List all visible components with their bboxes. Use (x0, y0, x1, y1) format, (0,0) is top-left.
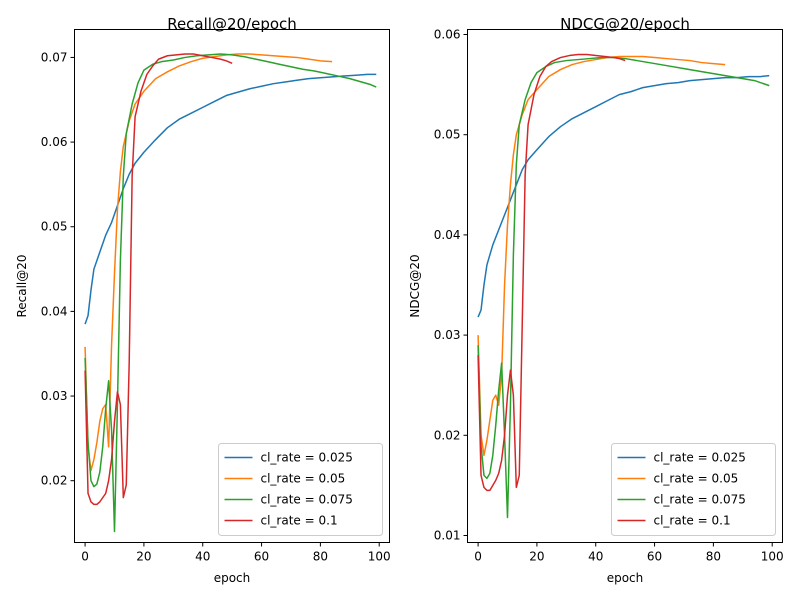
x-tick-label: 60 (254, 550, 269, 564)
x-axis-label: epoch (214, 571, 251, 585)
y-ticks: 0.01 0.02 0.03 0.04 0.05 0.06 (434, 28, 468, 542)
x-tick-label: 80 (313, 550, 328, 564)
y-axis-label: NDCG@20 (408, 254, 422, 317)
x-tick-label: 20 (529, 550, 544, 564)
series-layer (84, 53, 377, 533)
legend-label: cl_rate = 0.05 (261, 472, 346, 486)
x-tick-label: 0 (474, 550, 482, 564)
x-axis-label: epoch (607, 571, 644, 585)
y-tick-label: 0.07 (41, 50, 68, 64)
x-tick-label: 60 (647, 550, 662, 564)
series-layer (477, 53, 770, 519)
series-line-2 (84, 53, 333, 472)
chart-title: Recall@20/epoch (167, 15, 297, 33)
chart-title: NDCG@20/epoch (560, 15, 690, 33)
x-tick-label: 0 (81, 550, 89, 564)
chart-recall: Recall@20/epoch 0 20 40 60 80 100 0.020.030.0… (15, 15, 391, 585)
series-line-3 (84, 53, 377, 533)
series-line-2 (477, 55, 726, 457)
axes-frame (467, 29, 783, 543)
series-line-4 (477, 53, 626, 492)
y-tick-label: 0.01 (434, 528, 461, 542)
series-line-4 (84, 53, 233, 506)
y-tick-label: 0.02 (434, 428, 461, 442)
y-tick-label: 0.05 (434, 128, 461, 142)
series-line-1 (477, 74, 770, 318)
y-tick-label: 0.04 (41, 304, 68, 318)
legend-label: cl_rate = 0.05 (654, 472, 739, 486)
legend-label: cl_rate = 0.075 (654, 493, 746, 507)
x-tick-label: 100 (761, 550, 784, 564)
y-tick-label: 0.06 (434, 28, 461, 42)
legend: cl_rate = 0.025 cl_rate = 0.05 cl_rate = 0… (218, 443, 383, 536)
y-tick-label: 0.06 (41, 135, 68, 149)
legend-box (218, 443, 383, 536)
x-ticks: 0 20 40 60 80 100 (474, 542, 784, 564)
y-tick-label: 0.05 (41, 220, 68, 234)
legend-label: cl_rate = 0.1 (654, 514, 731, 528)
legend-label: cl_rate = 0.025 (261, 451, 353, 465)
y-tick-label: 0.02 (41, 474, 68, 488)
y-tick-label: 0.04 (434, 228, 461, 242)
series-line-3 (477, 56, 770, 519)
y-tick-label: 0.03 (41, 389, 68, 403)
legend-label: cl_rate = 0.025 (654, 451, 746, 465)
legend-box (611, 443, 776, 536)
x-tick-label: 20 (136, 550, 151, 564)
axes-frame (74, 29, 390, 543)
x-tick-label: 40 (588, 550, 603, 564)
x-ticks: 0 20 40 60 80 100 (81, 542, 391, 564)
series-line-1 (84, 73, 377, 325)
legend-label: cl_rate = 0.1 (261, 514, 338, 528)
legend: cl_rate = 0.025 cl_rate = 0.05 cl_rate = 0… (611, 443, 776, 536)
y-axis-label: Recall@20 (15, 254, 29, 317)
y-ticks: 0.02 0.03 0.04 0.05 0.06 0.07 (41, 50, 75, 488)
chart-ndcg: NDCG@20/epoch 0 20 40 60 80 100 0.010.020.030… (408, 15, 784, 585)
legend-label: cl_rate = 0.075 (261, 493, 353, 507)
x-tick-label: 80 (706, 550, 721, 564)
x-tick-label: 40 (195, 550, 210, 564)
x-tick-label: 100 (368, 550, 391, 564)
y-tick-label: 0.03 (434, 328, 461, 342)
